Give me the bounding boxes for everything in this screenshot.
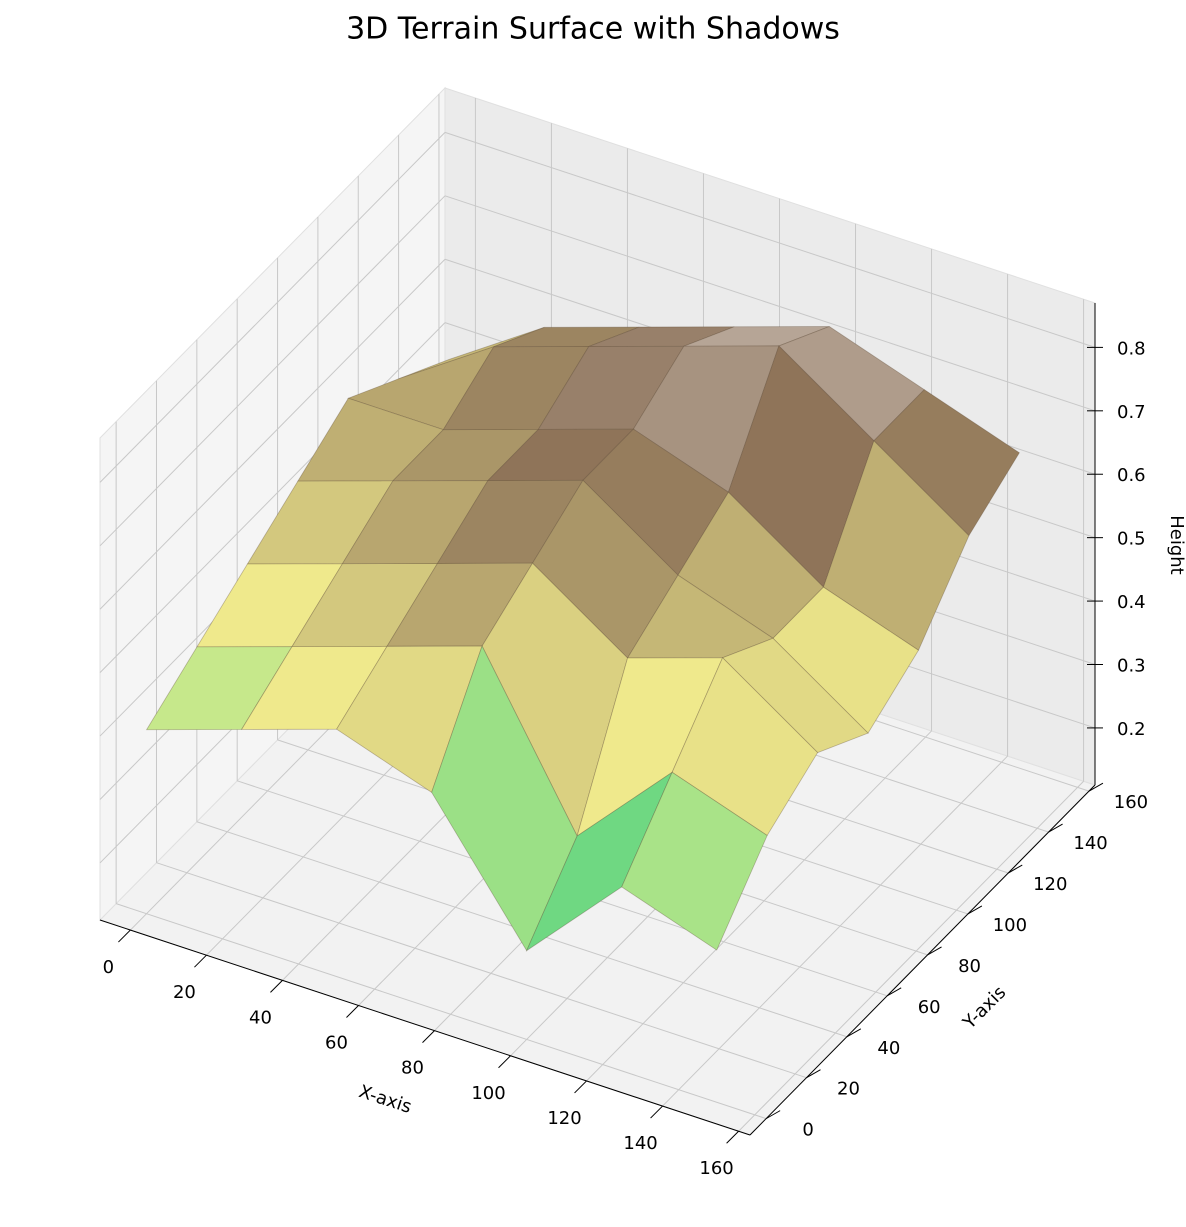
y-tick-label: 40 xyxy=(877,1038,900,1059)
tick-mark xyxy=(574,1080,587,1094)
tick-mark xyxy=(422,1030,435,1043)
tick-mark xyxy=(270,979,283,993)
y-axis-label: Y-axis xyxy=(958,982,1010,1034)
tick-mark xyxy=(927,946,942,956)
grid-line xyxy=(444,131,1096,348)
z-tick-label: 0.3 xyxy=(1117,656,1146,677)
x-tick-label: 40 xyxy=(249,1007,272,1028)
x-tick-label: 20 xyxy=(173,982,196,1003)
surface-face xyxy=(671,657,819,837)
grid-line xyxy=(99,132,446,483)
grid-line xyxy=(99,195,446,547)
grid-line xyxy=(586,730,932,1082)
x-tick-label: 0 xyxy=(103,957,114,978)
tick-mark xyxy=(1048,823,1063,833)
x-tick-label: 120 xyxy=(547,1108,581,1129)
y-tick-label: 140 xyxy=(1073,833,1107,854)
y-tick-label: 160 xyxy=(1114,792,1148,813)
x-tick-label: 80 xyxy=(401,1058,424,1079)
axis-line xyxy=(99,919,751,1136)
tick-mark xyxy=(194,954,207,968)
y-tick-label: 80 xyxy=(958,956,981,977)
grid-line xyxy=(115,903,767,1120)
tick-mark xyxy=(726,1130,739,1144)
z-tick-label: 0.5 xyxy=(1117,529,1146,550)
tick-mark xyxy=(765,1110,781,1120)
z-axis-label: Height xyxy=(1166,515,1186,575)
grid-line xyxy=(444,195,1096,412)
surface-face xyxy=(822,440,970,651)
chart-title: 3D Terrain Surface with Shadows xyxy=(346,12,840,47)
y-tick-label: 0 xyxy=(802,1120,813,1141)
grid-line xyxy=(738,780,1084,1132)
y-tick-label: 100 xyxy=(993,915,1027,936)
z-tick-label: 0.4 xyxy=(1117,592,1146,613)
z-tick-label: 0.7 xyxy=(1117,402,1146,423)
grid-line xyxy=(156,862,807,1079)
tick-mark xyxy=(1088,782,1104,792)
z-tick-label: 0.2 xyxy=(1117,719,1146,740)
tick-mark xyxy=(346,1005,359,1018)
x-tick-label: 160 xyxy=(699,1158,733,1179)
surface-face xyxy=(621,771,768,951)
tick-mark xyxy=(806,1069,821,1079)
tick-mark xyxy=(886,987,902,997)
tick-mark xyxy=(498,1055,511,1069)
tick-mark xyxy=(118,929,131,943)
y-tick-label: 60 xyxy=(918,997,941,1018)
tick-mark xyxy=(846,1028,862,1038)
tick-mark xyxy=(1007,864,1023,874)
z-tick-label: 0.6 xyxy=(1117,465,1146,486)
y-tick-label: 20 xyxy=(837,1079,860,1100)
x-tick-label: 60 xyxy=(325,1032,348,1053)
x-tick-label: 100 xyxy=(471,1083,505,1104)
tick-mark xyxy=(967,905,983,915)
x-axis-label: X-axis xyxy=(356,1081,414,1118)
surface-face xyxy=(873,389,1020,537)
tick-mark xyxy=(650,1105,663,1119)
grid-line xyxy=(662,755,1008,1107)
grid-line xyxy=(99,322,446,674)
z-tick-label: 0.8 xyxy=(1117,338,1146,359)
grid-line xyxy=(99,258,446,610)
y-tick-label: 120 xyxy=(1033,874,1067,895)
x-tick-label: 140 xyxy=(623,1133,657,1154)
